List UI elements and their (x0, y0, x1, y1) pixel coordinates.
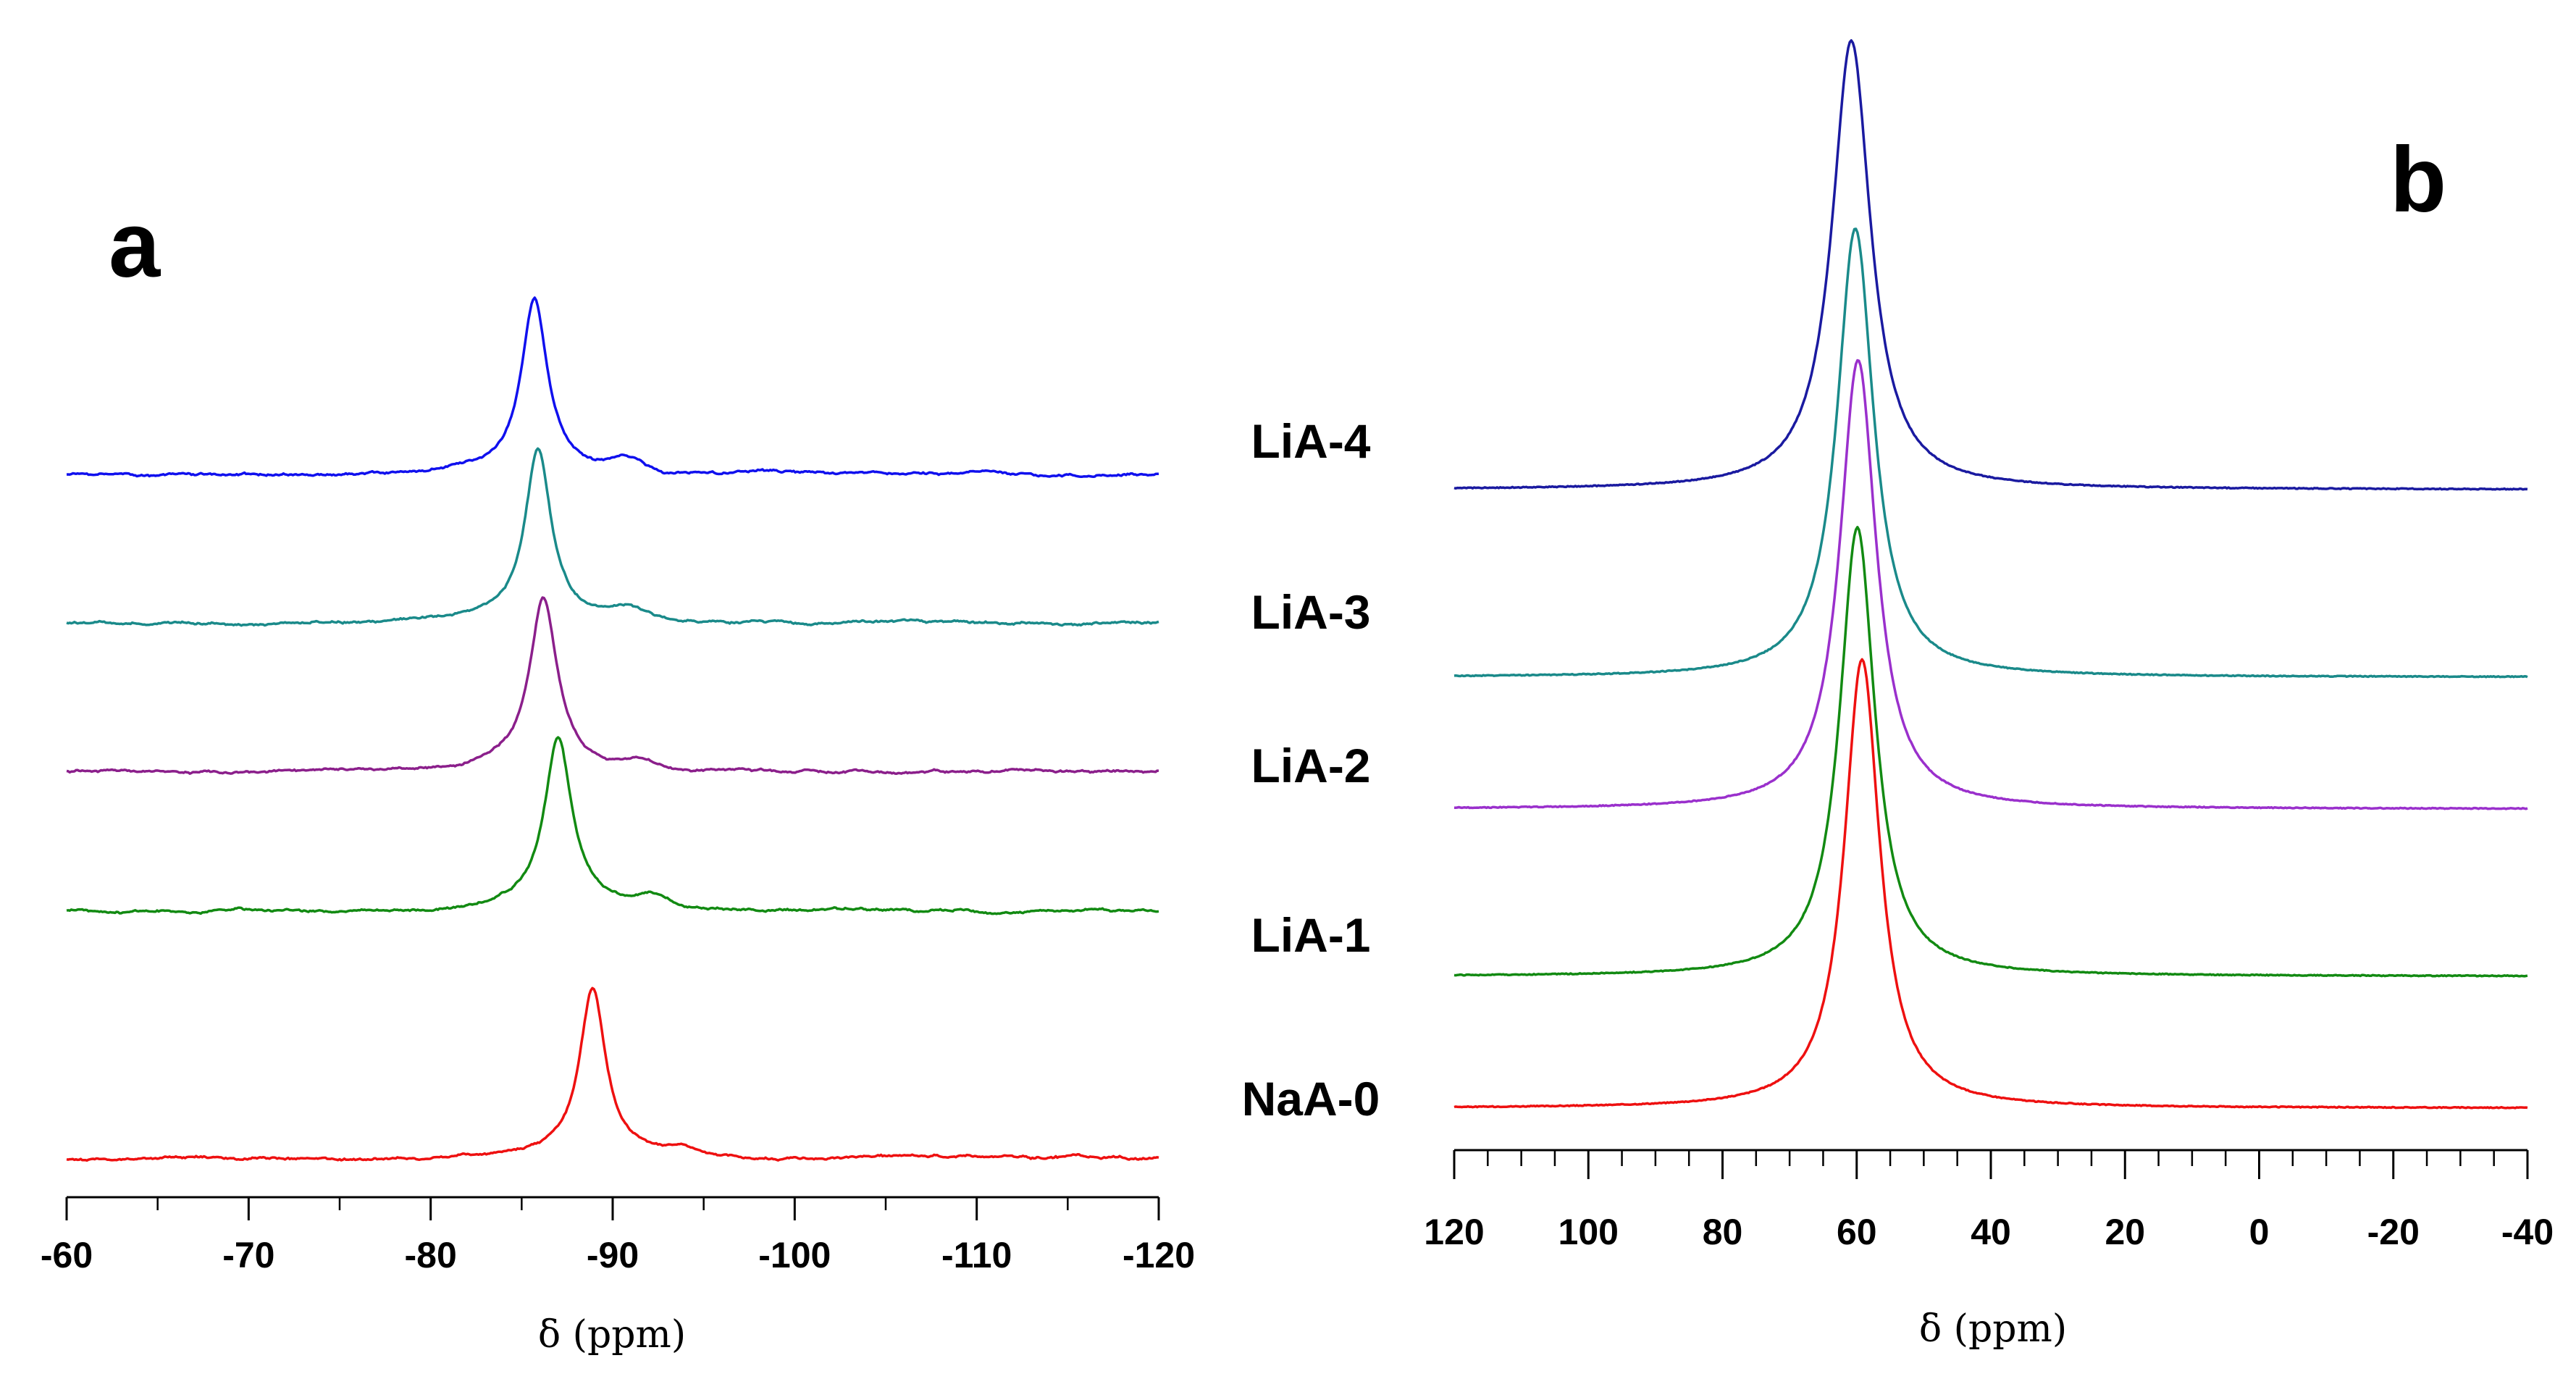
panel-b-trace-lia-4 (1453, 39, 2528, 491)
panel-b-tick-label: 0 (2249, 1212, 2270, 1252)
panel-a-letter: a (109, 193, 161, 297)
panel-b: b 120 100 80 60 40 20 0 -20 -40 δ (ppm) (1424, 39, 2554, 1351)
panel-a-traces (66, 296, 1159, 1162)
panel-b-tick-label: 20 (2105, 1212, 2145, 1252)
series-label-lia-1: LiA-1 (1251, 908, 1371, 962)
panel-a-ticks: -60 -70 -80 -90 -100 -110 -120 (41, 1197, 1195, 1275)
panel-b-ticks: 120 100 80 60 40 20 0 -20 -40 (1424, 1150, 2554, 1252)
panel-a-trace-lia-2 (66, 596, 1159, 775)
panel-a: a -60 -70 -80 -90 -100 -110 -120 δ (ppm) (41, 193, 1195, 1357)
panel-a-tick-label: -110 (941, 1235, 1012, 1275)
panel-b-tick-label: 100 (1558, 1212, 1619, 1252)
panel-b-x-axis-title: δ (ppm) (1919, 1307, 2067, 1351)
panel-b-tick-label: 40 (1971, 1212, 2011, 1252)
panel-a-tick-label: -120 (1123, 1235, 1195, 1275)
panel-b-letter: b (2390, 128, 2446, 232)
panel-b-tick-label: 60 (1837, 1212, 1877, 1252)
panel-b-trace-naa-0 (1453, 658, 2528, 1110)
series-labels: LiA-4 LiA-3 LiA-2 LiA-1 NaA-0 (1242, 414, 1380, 1126)
panel-b-trace-lia-3 (1453, 227, 2528, 679)
panel-a-tick-label: -90 (587, 1235, 639, 1275)
panel-b-trace-lia-1 (1453, 526, 2528, 978)
panel-b-trace-lia-2 (1454, 359, 2528, 810)
series-label-naa-0: NaA-0 (1242, 1072, 1380, 1126)
panel-a-tick-label: -70 (222, 1235, 274, 1275)
panel-b-tick-label: 80 (1703, 1212, 1743, 1252)
panel-a-tick-label: -80 (405, 1235, 457, 1275)
series-label-lia-2: LiA-2 (1251, 739, 1371, 792)
panel-a-trace-naa-0 (66, 986, 1159, 1162)
series-label-lia-3: LiA-3 (1251, 585, 1371, 639)
series-label-lia-4: LiA-4 (1251, 414, 1371, 468)
panel-a-trace-lia-4 (66, 296, 1159, 479)
panel-b-tick-label: -20 (2367, 1212, 2420, 1252)
panel-a-trace-lia-3 (66, 447, 1159, 627)
panel-b-tick-label: 120 (1424, 1212, 1484, 1252)
panel-a-tick-label: -60 (41, 1235, 93, 1275)
panel-b-tick-label: -40 (2501, 1212, 2554, 1252)
panel-b-traces (1453, 39, 2528, 1110)
panel-a-tick-label: -100 (758, 1235, 831, 1275)
panel-a-x-axis-title: δ (ppm) (538, 1313, 686, 1357)
panel-a-trace-lia-1 (66, 736, 1159, 915)
